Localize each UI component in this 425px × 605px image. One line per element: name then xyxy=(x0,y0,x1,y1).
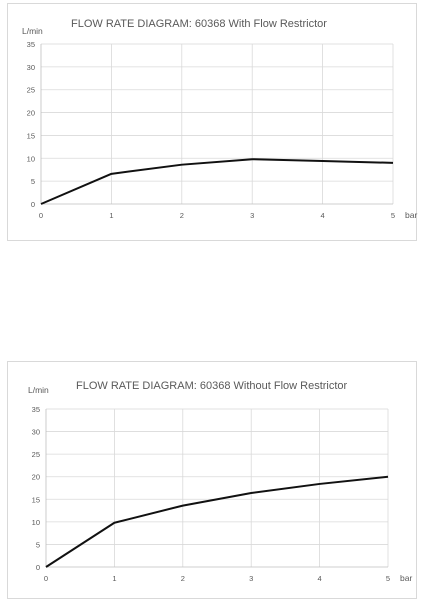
chart-1-svg: FLOW RATE DIAGRAM: 60368 With Flow Restr… xyxy=(22,18,417,220)
chart2-series-line xyxy=(45,475,389,568)
chart2-x-axis-label: bar xyxy=(400,573,412,583)
chart1-x-tick-label: 0 xyxy=(39,211,43,220)
chart1-y-tick-label: 30 xyxy=(27,63,35,72)
chart2-y-tick-label: 10 xyxy=(32,518,40,527)
chart1-y-tick-label: 5 xyxy=(31,177,35,186)
chart2-x-tick-label: 2 xyxy=(181,574,185,583)
chart1-y-tick-label: 0 xyxy=(31,200,35,209)
chart1-y-tick-label: 15 xyxy=(27,131,35,140)
flow-chart-with-restrictor: FLOW RATE DIAGRAM: 60368 With Flow Restr… xyxy=(7,3,417,241)
chart2-x-tick-label: 1 xyxy=(112,574,116,583)
chart1-y-axis-label: L/min xyxy=(22,26,43,36)
chart1-x-tick-label: 1 xyxy=(109,211,113,220)
chart2-x-tick-label: 3 xyxy=(249,574,253,583)
chart2-y-tick-label: 20 xyxy=(32,473,40,482)
chart1-y-tick-label: 35 xyxy=(27,40,35,49)
chart1-y-tick-label: 10 xyxy=(27,154,35,163)
chart2-x-tick-label: 4 xyxy=(318,574,322,583)
chart1-series-line xyxy=(40,158,394,205)
chart2-y-tick-label: 30 xyxy=(32,428,40,437)
chart1-title: FLOW RATE DIAGRAM: 60368 With Flow Restr… xyxy=(71,18,327,30)
chart2-y-tick-label: 15 xyxy=(32,495,40,504)
chart1-x-axis-label: bar xyxy=(405,210,417,220)
chart1-x-tick-label: 2 xyxy=(180,211,184,220)
chart2-y-tick-label: 25 xyxy=(32,450,40,459)
chart2-x-tick-label: 0 xyxy=(44,574,48,583)
chart2-y-tick-label: 0 xyxy=(36,563,40,572)
chart1-y-tick-label: 25 xyxy=(27,86,35,95)
chart-2-svg: FLOW RATE DIAGRAM: 60368 Without Flow Re… xyxy=(28,380,412,583)
flow-chart-without-restrictor: FLOW RATE DIAGRAM: 60368 Without Flow Re… xyxy=(7,361,417,599)
chart1-x-tick-label: 3 xyxy=(250,211,254,220)
chart2-title: FLOW RATE DIAGRAM: 60368 Without Flow Re… xyxy=(76,380,348,392)
chart1-y-tick-label: 20 xyxy=(27,109,35,118)
chart1-x-tick-label: 5 xyxy=(391,211,395,220)
chart2-x-tick-label: 5 xyxy=(386,574,390,583)
chart2-y-tick-label: 35 xyxy=(32,405,40,414)
chart2-y-axis-label: L/min xyxy=(28,385,49,395)
chart2-y-tick-label: 5 xyxy=(36,540,40,549)
chart1-x-tick-label: 4 xyxy=(321,211,325,220)
